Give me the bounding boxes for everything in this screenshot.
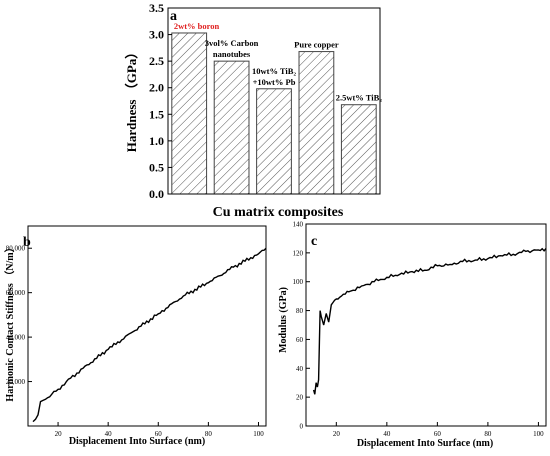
panel-a-bar-label: 10wt% TiB₂ [252,66,296,76]
panel-b-y-tick-label: 40,000 [6,334,26,342]
panel-c-x-tick-label: 80 [484,430,492,438]
panel-b-x-tick-label: 60 [155,430,163,438]
panel-a-y-tick-label: 1.5 [149,107,164,121]
panel-b-y-tick-label: 20,000 [6,378,26,386]
panel-a-bar [340,104,377,195]
panel-c-x-tick-label: 60 [434,430,442,438]
panel-a-x-axis-label: Cu matrix composites [213,205,344,220]
panel-a-y-tick-label: 3.5 [149,1,164,15]
panel-c-y-axis-label: Modulus (GPa) [278,287,289,353]
panel-c-letter: c [311,234,317,249]
panel-c-plot-frame [305,223,547,427]
panel-b-x-tick-label: 40 [105,430,113,438]
panel-b-line-chart: b Harmonic Contact Stiffness （N/m） Displ… [3,225,267,447]
panel-c-x-tick-label: 100 [533,430,544,438]
panel-a-y-axis-label: Hardness （GPa） [124,46,139,153]
panel-a-bar-label: 2.5wt% TiB₂ [336,93,383,103]
panel-b-x-tick-label: 20 [55,430,63,438]
panel-c-y-tick-label: 60 [296,336,304,344]
panel-c-y-tick-label: 40 [296,365,304,373]
panel-c-y-tick-label: 0 [300,423,304,431]
panel-a-bar-label: 2wt% boron [174,21,220,31]
panel-b-letter: b [23,235,31,250]
panel-c-y-tick-label: 120 [293,249,304,257]
panel-a-bar-label: +10wt% Pb [253,77,296,87]
panel-a-bar-label: 3vol% Carbon [205,38,259,48]
panel-c-x-tick-label: 40 [383,430,391,438]
panel-b-x-tick-label: 100 [253,430,264,438]
panel-b-plot-frame [27,225,267,427]
panel-a-y-tick-label: 3.0 [149,28,164,42]
panel-c-line-chart: c Modulus (GPa) Displacement Into Surfac… [278,221,547,449]
panel-b-y-axis-label: Harmonic Contact Stiffness （N/m） [3,242,16,401]
panel-a-y-tick-label: 1.0 [149,134,164,148]
panel-c-y-tick-label: 100 [293,278,304,286]
panel-a-y-tick-label: 2.5 [149,54,164,68]
panel-a-bar [298,51,335,195]
panel-a-plot-frame [167,7,381,195]
panel-c-x-axis-label: Displacement Into Surface (nm) [357,438,493,449]
panel-a-bar-label: Pure copper [294,40,339,50]
panel-a-bar-chart: a Hardness （GPa） Cu matrix composites 2w… [124,1,382,220]
panel-a-bar [256,88,292,195]
panel-c-series-line [312,247,547,395]
panel-b-y-tick-label: 60,000 [6,289,26,297]
panel-b-series-line [32,247,267,423]
panel-b-y-tick-label: 80,000 [6,245,26,253]
panel-c-y-tick-label: 140 [293,221,304,229]
panel-a-bar-label: nanotubes [213,49,251,59]
panel-c-x-tick-label: 20 [333,430,341,438]
panel-a-y-tick-label: 0.5 [149,160,164,174]
panel-a-letter: a [170,9,177,24]
panel-a-y-tick-label: 2.0 [149,81,164,95]
panel-a-bar [213,60,250,195]
panel-b-x-tick-label: 80 [205,430,213,438]
panel-a-y-tick-label: 0.0 [149,187,164,201]
panel-a-bar [171,32,208,195]
panel-c-y-tick-label: 80 [296,307,304,315]
panel-b-x-axis-label: Displacement Into Surface (nm) [69,436,205,447]
panel-c-y-tick-label: 20 [296,394,304,402]
